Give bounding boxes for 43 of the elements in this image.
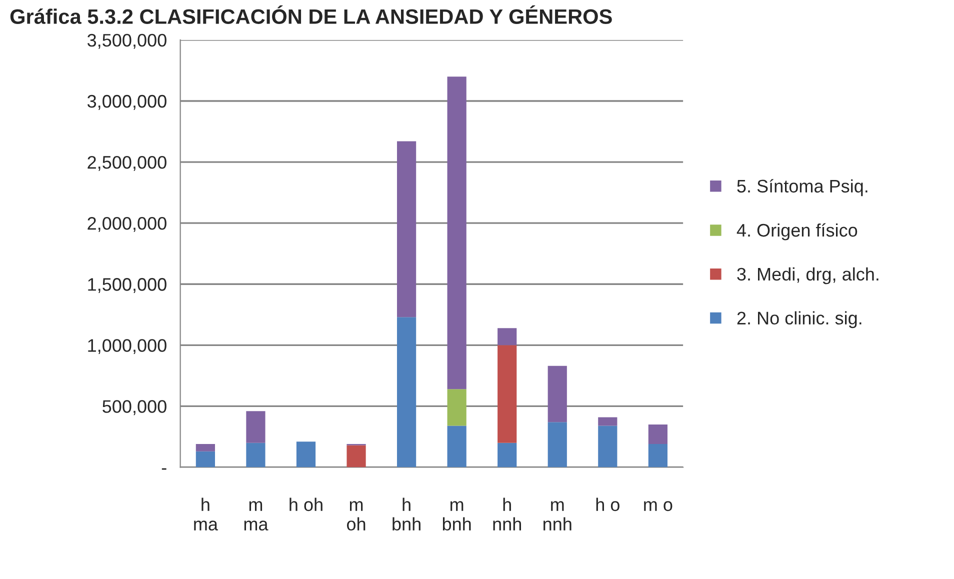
x-tick-label: h ma [194, 498, 218, 531]
bar [196, 444, 215, 452]
y-tick-label: 3,500,000 [87, 34, 166, 49]
y-tick-label: 500,000 [102, 400, 166, 416]
bar [396, 317, 416, 468]
bar [196, 451, 215, 468]
legend-label: 5. Síntoma Psiq. [737, 179, 868, 196]
legend-label: 3. Medi, drg, alch. [737, 267, 878, 284]
bar [498, 328, 517, 346]
bar [246, 442, 266, 468]
bar [598, 417, 618, 426]
bar [447, 76, 466, 390]
bar [447, 426, 466, 468]
bar [598, 426, 618, 468]
y-tick-label: 2,500,000 [88, 156, 166, 171]
x-tick-label: h bnh [392, 498, 420, 531]
chart-title: Gráfica 5.3.2 CLASIFICACIÓN DE LA ANSIEDAD Y GÉNEROS [10, 5, 612, 24]
bar [648, 444, 668, 468]
bar [648, 424, 668, 444]
bar [498, 442, 517, 468]
x-tick-label: m oh [346, 501, 366, 531]
x-tick-label: m bnh [442, 501, 471, 531]
x-tick-label: m nnh [544, 501, 572, 530]
bar [498, 345, 517, 443]
bar [548, 366, 567, 422]
y-tick-label: - [162, 468, 166, 470]
y-tick-label: 3,000,000 [87, 94, 166, 110]
legend-label: 2. No clinic. sig. [737, 311, 862, 328]
x-tick-label: h oh [290, 498, 322, 512]
x-tick-label: m ma [244, 501, 268, 531]
x-tick-label: m o [644, 501, 672, 512]
bar [396, 141, 416, 318]
bar [296, 442, 316, 468]
bar [548, 422, 567, 468]
x-tick-label: h nnh [493, 498, 521, 530]
y-tick-label: 1,000,000 [88, 339, 166, 354]
legend-label: 4. Origen físico [736, 223, 858, 240]
y-tick-label: 1,500,000 [88, 278, 166, 293]
bar [346, 445, 366, 468]
x-tick-label: h o [596, 498, 620, 512]
bar [447, 389, 466, 426]
y-tick-label: 2,000,000 [88, 217, 166, 232]
bar [246, 411, 266, 443]
